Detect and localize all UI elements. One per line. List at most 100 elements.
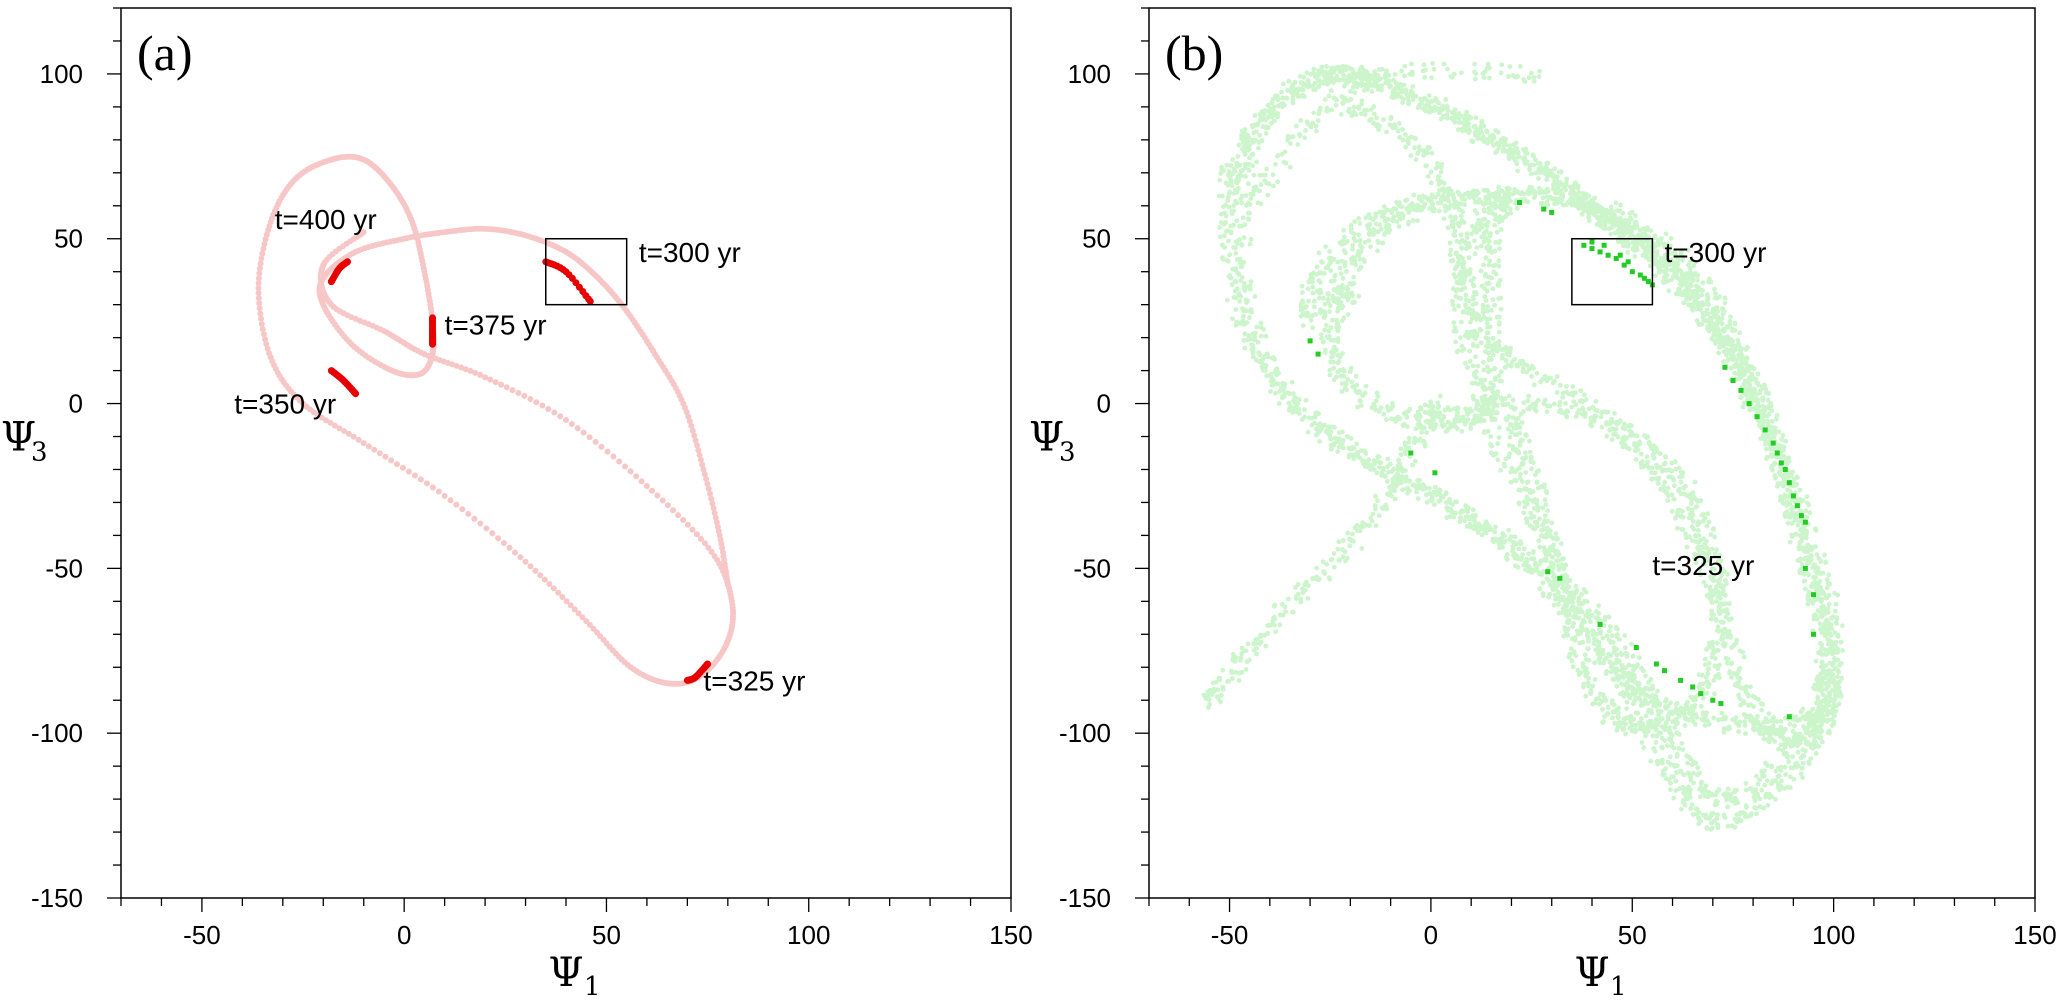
background-point (1312, 414, 1318, 420)
background-point (1637, 655, 1642, 660)
background-point (1590, 628, 1596, 634)
plot-frame (120, 7, 1012, 899)
background-point (1760, 433, 1766, 438)
background-point (1719, 321, 1725, 327)
background-point (467, 367, 474, 374)
background-point (1319, 332, 1324, 337)
background-point (1608, 231, 1614, 237)
background-point (1426, 93, 1432, 98)
background-point (1536, 538, 1542, 544)
background-point (1480, 384, 1486, 390)
background-point (533, 399, 540, 406)
background-point (1539, 188, 1544, 194)
background-point (1694, 277, 1700, 283)
background-point (1817, 626, 1823, 632)
background-point (1720, 306, 1726, 312)
background-point (1350, 243, 1356, 248)
background-point (394, 461, 400, 468)
background-point (462, 366, 469, 373)
highlight-point (344, 258, 351, 266)
background-point (1226, 238, 1231, 244)
background-point (1735, 800, 1741, 806)
background-point (1318, 67, 1324, 73)
background-point (345, 430, 352, 437)
background-point (1467, 516, 1472, 522)
background-point (1241, 130, 1247, 136)
background-point (1764, 456, 1769, 461)
background-point (1465, 365, 1470, 370)
background-point (1757, 777, 1763, 783)
background-point (1490, 538, 1496, 544)
background-point (1515, 205, 1520, 211)
background-point (1686, 288, 1691, 293)
background-point (1357, 398, 1363, 403)
background-point (1769, 408, 1775, 414)
background-point (388, 457, 395, 464)
background-point (1369, 89, 1375, 94)
background-point (1316, 72, 1322, 78)
background-point (1482, 429, 1487, 434)
background-point (1671, 763, 1677, 768)
background-point (1711, 715, 1717, 721)
background-point (1716, 350, 1721, 356)
background-point (1779, 437, 1784, 442)
background-point (1359, 457, 1365, 463)
background-point (1788, 489, 1793, 494)
background-point (539, 402, 546, 409)
background-point (1840, 648, 1845, 653)
background-point (1334, 374, 1339, 380)
background-point (1787, 539, 1793, 545)
background-point (1831, 650, 1837, 656)
background-point (580, 429, 587, 436)
background-point (1256, 350, 1262, 356)
background-point (1796, 763, 1801, 769)
background-point (1773, 797, 1778, 802)
background-point (1248, 236, 1254, 242)
background-point (1615, 632, 1620, 637)
background-point (1536, 570, 1542, 575)
background-point (1584, 208, 1590, 214)
background-point (1260, 365, 1266, 371)
background-point (1588, 202, 1593, 207)
background-point (1628, 674, 1634, 680)
background-point (701, 471, 708, 478)
background-point (1386, 223, 1392, 228)
background-point (1329, 354, 1334, 360)
background-point (1645, 227, 1651, 233)
background-point (1682, 802, 1688, 808)
x-tick-label: 50 (592, 920, 621, 950)
background-point (360, 440, 367, 447)
background-point (1488, 434, 1494, 439)
background-point (1569, 590, 1575, 596)
background-point (1224, 162, 1230, 168)
background-point (1328, 446, 1334, 452)
background-point (1508, 211, 1513, 216)
background-point (1662, 738, 1668, 743)
background-point (1727, 322, 1733, 328)
background-point (1637, 227, 1643, 233)
background-point (684, 521, 691, 528)
background-point (1780, 473, 1786, 479)
background-point (1832, 630, 1838, 635)
background-point (1459, 428, 1465, 434)
background-point (1316, 78, 1322, 83)
background-point (1233, 322, 1239, 328)
background-point (1726, 351, 1732, 356)
background-point (1653, 703, 1659, 709)
background-point (1751, 794, 1757, 800)
background-point (1737, 811, 1743, 817)
background-point (1653, 256, 1658, 262)
background-point (1463, 508, 1469, 513)
background-point (1454, 426, 1460, 431)
background-point (1700, 280, 1706, 286)
background-point (1735, 337, 1741, 343)
background-point (1465, 411, 1471, 417)
background-point (1754, 404, 1760, 409)
background-point (441, 492, 448, 499)
background-point (1602, 226, 1608, 232)
background-point (1217, 225, 1223, 230)
background-point (579, 614, 586, 621)
background-point (1488, 231, 1493, 236)
x-tick-label: -50 (183, 920, 221, 950)
background-point (1694, 291, 1700, 297)
